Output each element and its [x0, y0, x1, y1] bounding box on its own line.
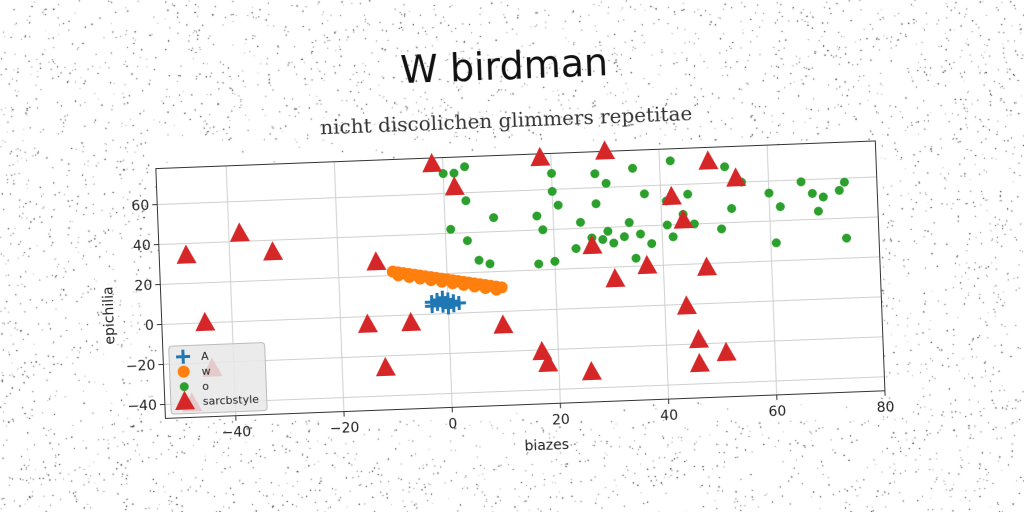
x-tick-label: −40: [221, 424, 251, 441]
point-sarcbstyle: [594, 140, 615, 160]
y-tick-label: 60: [131, 198, 149, 215]
x-axis-label: biazes: [524, 437, 569, 455]
legend-label: sarcbstyle: [203, 393, 260, 408]
x-tick-label: 60: [768, 404, 786, 421]
x-tick-label: 20: [552, 412, 570, 429]
x-tick-label: −20: [330, 420, 360, 437]
legend-label: w: [201, 365, 210, 378]
y-tick-label: 40: [133, 238, 151, 255]
legend-label: o: [202, 380, 209, 393]
x-tick-label: 40: [660, 408, 678, 425]
y-axis-label: epichilia: [100, 286, 118, 345]
y-tick-label: −40: [127, 398, 157, 415]
y-tick-label: −20: [126, 358, 156, 375]
legend-label: A: [201, 350, 209, 363]
x-tick-label: 80: [876, 399, 894, 416]
y-tick-label: 20: [134, 278, 152, 295]
x-tick-label: 0: [448, 416, 458, 432]
y-tick-label: 0: [145, 318, 155, 334]
